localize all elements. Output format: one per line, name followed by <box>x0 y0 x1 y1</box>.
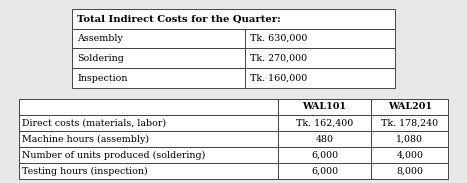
Bar <box>371 115 448 131</box>
Bar <box>19 131 278 147</box>
Bar <box>371 163 448 179</box>
Text: Total Indirect Costs for the Quarter:: Total Indirect Costs for the Quarter: <box>77 14 281 23</box>
Bar <box>371 99 448 115</box>
Text: Tk. 270,000: Tk. 270,000 <box>250 54 307 63</box>
Bar <box>278 115 371 131</box>
Text: 1,080: 1,080 <box>396 135 423 144</box>
Text: Machine hours (assembly): Machine hours (assembly) <box>22 135 149 144</box>
Text: Tk. 630,000: Tk. 630,000 <box>250 34 307 43</box>
Text: WAL101: WAL101 <box>303 102 347 111</box>
Text: Testing hours (inspection): Testing hours (inspection) <box>22 167 148 176</box>
Bar <box>72 9 395 29</box>
Bar <box>245 48 395 68</box>
Text: Tk. 178,240: Tk. 178,240 <box>381 118 439 128</box>
Bar <box>19 163 278 179</box>
Bar <box>245 68 395 88</box>
Text: Inspection: Inspection <box>77 74 127 83</box>
Text: 4,000: 4,000 <box>396 151 423 160</box>
Text: Soldering: Soldering <box>77 54 124 63</box>
Bar <box>278 163 371 179</box>
Bar <box>278 99 371 115</box>
Text: WAL201: WAL201 <box>388 102 432 111</box>
Bar <box>371 131 448 147</box>
Bar <box>19 99 278 115</box>
Text: Number of units produced (soldering): Number of units produced (soldering) <box>22 151 206 160</box>
Text: Tk. 160,000: Tk. 160,000 <box>250 74 307 83</box>
Text: Tk. 162,400: Tk. 162,400 <box>296 118 353 128</box>
Bar <box>245 29 395 48</box>
Text: 8,000: 8,000 <box>396 167 423 176</box>
Bar <box>278 147 371 163</box>
Bar <box>371 147 448 163</box>
Bar <box>72 29 245 48</box>
Bar <box>72 68 245 88</box>
Text: 480: 480 <box>316 135 333 144</box>
Bar <box>19 115 278 131</box>
Text: Assembly: Assembly <box>77 34 123 43</box>
Text: 6,000: 6,000 <box>311 167 338 176</box>
Bar <box>72 48 245 68</box>
Bar <box>19 147 278 163</box>
Text: 6,000: 6,000 <box>311 151 338 160</box>
Bar <box>278 131 371 147</box>
Text: Direct costs (materials, labor): Direct costs (materials, labor) <box>22 118 167 128</box>
